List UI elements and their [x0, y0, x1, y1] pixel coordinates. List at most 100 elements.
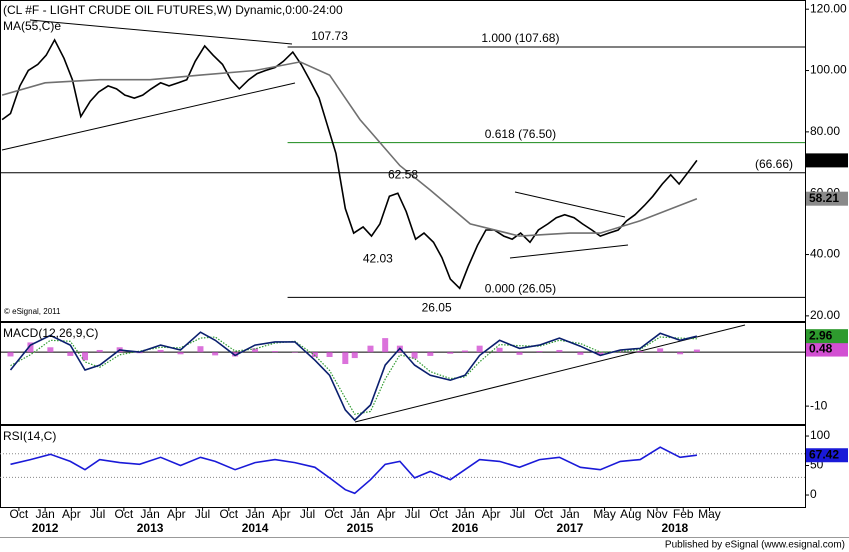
histogram-bar — [271, 351, 278, 353]
frames — [0, 0, 849, 538]
histogram-bar — [461, 350, 468, 353]
x-tick-label: May — [593, 507, 616, 521]
x-tick-label: Jan — [140, 507, 159, 521]
rsi-frame — [0, 425, 806, 508]
indicator-line — [10, 336, 697, 415]
trend-line — [509, 244, 629, 259]
histogram-bar — [351, 352, 358, 359]
histogram-bar — [536, 351, 543, 353]
histogram-bar — [47, 347, 54, 353]
value-badge-label: 0.48 — [809, 342, 833, 356]
x-tick-label: Oct — [115, 507, 134, 521]
x-tick-label: May — [698, 507, 721, 521]
histogram-bar — [496, 347, 503, 353]
panel-title: RSI(14,C) — [3, 429, 56, 443]
histogram-bar — [96, 349, 103, 353]
histogram-bar — [27, 342, 34, 353]
x-tick-label: Oct — [324, 507, 343, 521]
value-badge — [806, 191, 848, 206]
histogram-bar — [291, 352, 298, 353]
x-tick-label: Jul — [300, 507, 315, 521]
x-tick-label: Oct — [10, 507, 29, 521]
x-tick-label: Apr — [272, 507, 291, 521]
x-tick-label: Jan — [350, 507, 369, 521]
x-tick-label: Jul — [195, 507, 210, 521]
value-badge-label: 70.70 — [809, 153, 839, 167]
year-label: 2013 — [137, 521, 164, 535]
y-tick-label: 80.00 — [810, 124, 840, 138]
histogram-bar — [617, 350, 624, 353]
x-tick-label: Oct — [534, 507, 553, 521]
y-tick-label: 100.00 — [810, 63, 847, 77]
fib-label: (66.66) — [755, 157, 793, 171]
panel-title: MACD(12,26,9,C) — [3, 326, 98, 340]
histogram-bar — [657, 348, 664, 353]
histogram-bar — [427, 352, 434, 356]
footer: Published by eSignal (www.esignal.com) — [665, 540, 845, 551]
x-tick-label: Nov — [646, 507, 667, 521]
histogram-bar — [447, 352, 454, 354]
year-label: 2017 — [557, 521, 584, 535]
annotation: 62.58 — [388, 167, 418, 181]
x-tick-label: Jan — [455, 507, 474, 521]
trend-line — [514, 191, 626, 218]
fib-label: 0.000 (26.05) — [485, 281, 556, 295]
histogram-bar — [252, 348, 259, 353]
y-tick-label: 120.00 — [810, 1, 847, 15]
value-badge-label: 67.42 — [809, 447, 839, 461]
macd-frame — [0, 322, 806, 425]
histogram-bar — [7, 352, 14, 357]
histogram-bar — [342, 352, 349, 365]
y-tick-label: -10 — [810, 398, 828, 412]
price-frame — [0, 0, 806, 322]
histogram-bar — [232, 352, 239, 357]
histogram-bar — [577, 352, 584, 355]
value-badge — [806, 329, 848, 344]
x-tick-label: Oct — [219, 507, 238, 521]
legend-entry: MA(55,C)e — [3, 19, 61, 33]
histogram-bar — [157, 349, 164, 353]
histogram-bar — [556, 349, 563, 353]
x-tick-label: Apr — [482, 507, 501, 521]
histogram-bar — [516, 352, 523, 355]
histogram-bar — [177, 352, 184, 355]
annotation: 26.05 — [422, 300, 452, 314]
year-label: 2012 — [32, 521, 59, 535]
x-tick-label: Oct — [429, 507, 448, 521]
x-tick-label: Jul — [405, 507, 420, 521]
x-tick-label: Apr — [167, 507, 186, 521]
histogram-bar — [382, 338, 389, 353]
value-badge-label: 2.96 — [809, 328, 833, 342]
trend-line — [1, 82, 296, 151]
x-tick-label: Jan — [35, 507, 54, 521]
fib-label: 1.000 (107.68) — [481, 31, 559, 45]
histogram-bar — [637, 351, 644, 353]
trend-lines — [1, 19, 746, 423]
value-badge — [806, 342, 848, 357]
histogram-bar — [326, 352, 333, 357]
x-tick-label: Feb — [673, 507, 694, 521]
histogram-bar — [82, 352, 89, 361]
copyright: © eSignal, 2011 — [4, 307, 61, 316]
indicator-line — [10, 446, 697, 495]
price-line — [1, 38, 698, 290]
histogram-bar — [197, 346, 204, 353]
y-tick-label: 40.00 — [810, 247, 840, 261]
x-tick-label: Jul — [510, 507, 525, 521]
histogram-bar — [476, 345, 483, 353]
annotation: 107.73 — [311, 29, 348, 43]
histogram-bar — [597, 352, 604, 356]
histogram-bar — [677, 352, 684, 355]
x-tick-label: Aug — [620, 507, 641, 521]
histogram-bar — [411, 352, 418, 359]
value-badge — [806, 448, 848, 463]
indicator-line — [1, 61, 698, 237]
histogram-bar — [693, 349, 700, 353]
x-tick-label: Jul — [90, 507, 105, 521]
histogram-bar — [311, 352, 318, 357]
x-tick-label: Jan — [245, 507, 264, 521]
histogram-bar — [67, 352, 74, 356]
indicator-line — [9, 331, 698, 422]
